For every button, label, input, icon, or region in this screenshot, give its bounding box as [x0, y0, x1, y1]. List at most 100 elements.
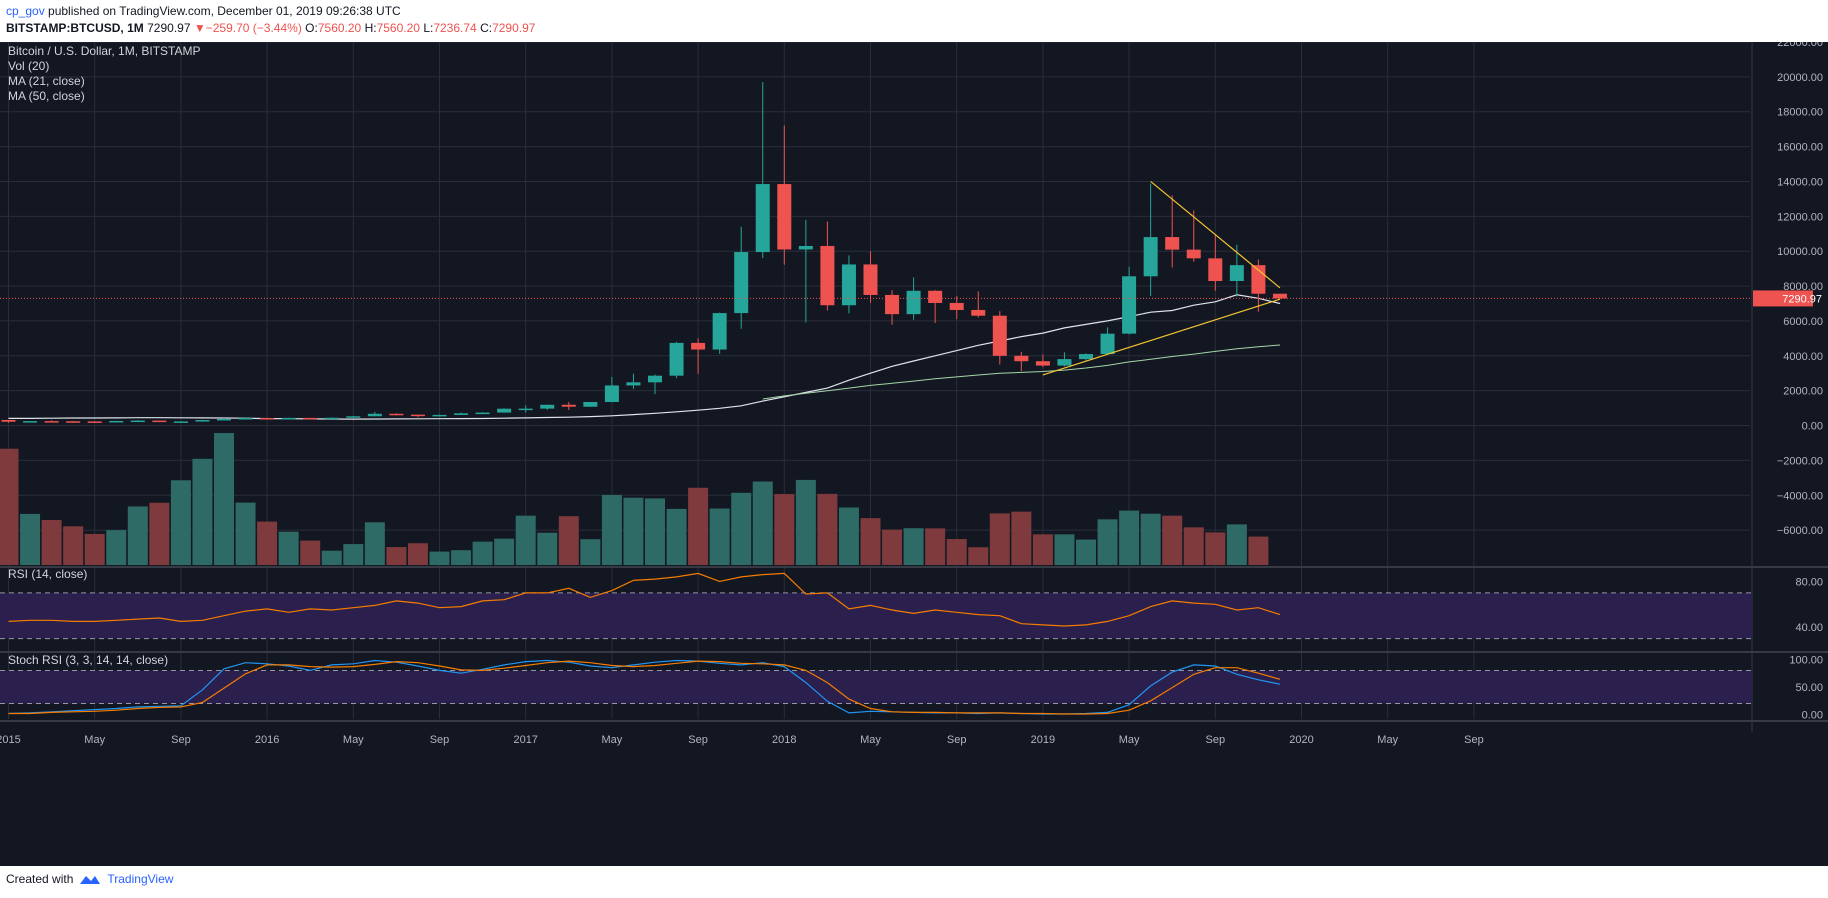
- candle-body: [885, 294, 900, 315]
- open-label: O:: [305, 21, 318, 35]
- volume-bar: [1097, 519, 1118, 565]
- tradingview-link[interactable]: TradingView: [107, 872, 174, 886]
- candle-body: [173, 421, 188, 423]
- low-value: 7236.74: [433, 21, 477, 35]
- candle-body: [1014, 355, 1029, 362]
- volume-bar: [623, 497, 644, 565]
- volume-bar: [1183, 527, 1204, 565]
- high-value: 7560.20: [376, 21, 420, 35]
- candle-body: [324, 417, 339, 420]
- candle-body: [44, 421, 59, 423]
- chart-area[interactable]: 80.00 40.00 100.00 50.00 0.00 7290.97 2015 M…: [0, 42, 1828, 866]
- publish-info: cp_gov published on TradingView.com, Dec…: [6, 4, 401, 18]
- candle-body: [841, 264, 856, 306]
- y-tick-label: 8000.00: [1783, 281, 1823, 293]
- candle-body: [755, 184, 770, 253]
- candle-body: [195, 420, 210, 422]
- author-link[interactable]: cp_gov: [6, 4, 45, 18]
- chart-background: [0, 42, 1828, 866]
- ma50-line: [762, 344, 1281, 400]
- candle-body: [863, 264, 878, 295]
- candle-body: [389, 413, 404, 416]
- volume-bar: [709, 508, 730, 565]
- candle-body: [238, 418, 253, 420]
- volume-bar: [407, 543, 428, 565]
- volume-bar: [106, 530, 127, 565]
- publish-text: published on TradingView.com, December 0…: [44, 4, 401, 18]
- stoch-title: Stoch RSI (3, 3, 14, 14, close): [8, 653, 168, 667]
- volume-bar: [1226, 524, 1247, 565]
- candle-body: [669, 342, 684, 376]
- y-tick-label: 22000.00: [1777, 42, 1823, 49]
- price-change: −259.70 (−3.44%): [205, 21, 302, 35]
- legend-vol: Vol (20): [8, 59, 49, 73]
- candle-body: [626, 382, 641, 386]
- stoch-band: [0, 670, 1752, 704]
- legend-ma50: MA (50, close): [8, 89, 85, 103]
- close-value: 7290.97: [492, 21, 536, 35]
- x-tick-label: May: [602, 734, 623, 746]
- candle-body: [691, 342, 706, 350]
- y-tick-label: −2000.00: [1777, 455, 1823, 467]
- y-tick-label: 0.00: [1802, 421, 1823, 433]
- candle-body: [346, 416, 361, 418]
- volume-bar: [558, 516, 579, 565]
- volume-bar: [666, 508, 687, 565]
- volume-bar: [20, 513, 41, 565]
- stoch-d-line: [8, 660, 1281, 715]
- volume-bar: [1162, 515, 1183, 565]
- trend-line: [1042, 298, 1281, 376]
- volume-bar: [300, 540, 321, 565]
- last-price: 7290.97: [147, 21, 191, 35]
- y-tick-label: 20000.00: [1777, 72, 1823, 84]
- candle-body: [109, 420, 124, 423]
- volume-bar: [127, 506, 148, 565]
- volume-bar: [860, 518, 881, 565]
- volume-bars: [0, 433, 1269, 565]
- volume-bar: [1248, 536, 1269, 565]
- rsi-panel: 80.00 40.00: [0, 572, 1823, 640]
- x-tick-label: Sep: [947, 734, 967, 746]
- candle-body: [1100, 333, 1115, 355]
- rsi-band: [0, 592, 1752, 639]
- candle-body: [152, 420, 167, 423]
- candle-body: [583, 401, 598, 407]
- candle-body: [648, 375, 662, 383]
- created-with-label: Created with: [6, 872, 74, 886]
- candle-body: [928, 290, 943, 303]
- ma21-line: [8, 294, 1281, 420]
- current-price-label: 7290.97: [1782, 293, 1822, 305]
- volume-bar: [645, 498, 665, 565]
- chart-title: Bitcoin / U.S. Dollar, 1M, BITSTAMP: [8, 44, 201, 58]
- candle-body: [23, 421, 38, 423]
- x-tick-label: Sep: [430, 734, 450, 746]
- open-value: 7560.20: [317, 21, 362, 35]
- volume-bar: [1205, 532, 1226, 565]
- candle-body: [497, 408, 512, 413]
- volume-bar: [1140, 513, 1161, 565]
- volume-bar: [731, 492, 752, 565]
- volume-bar: [235, 502, 256, 565]
- volume-bar: [343, 544, 364, 565]
- volume-bar: [968, 547, 989, 565]
- volume-bar: [688, 487, 709, 565]
- x-tick-label: 2018: [772, 734, 796, 746]
- volume-bar: [257, 521, 278, 565]
- y-tick-label: 12000.00: [1777, 211, 1823, 223]
- volume-bar: [580, 539, 601, 565]
- change-arrow-icon: ▼: [193, 21, 206, 35]
- candle-body: [281, 417, 296, 420]
- volume-bar: [537, 532, 558, 565]
- y-tick-label: 2000.00: [1783, 386, 1823, 398]
- x-tick-label: 2016: [255, 734, 279, 746]
- y-tick-label: 18000.00: [1777, 107, 1823, 119]
- volume-bar: [472, 541, 493, 565]
- high-label: H:: [364, 21, 377, 35]
- candle-body: [518, 408, 533, 411]
- volume-bar: [364, 522, 385, 565]
- candles: [1, 82, 1287, 423]
- candle-body: [260, 418, 275, 420]
- y-tick-label: 4000.00: [1783, 351, 1823, 363]
- y-tick-label: −6000.00: [1777, 525, 1823, 537]
- candle-body: [1272, 293, 1287, 299]
